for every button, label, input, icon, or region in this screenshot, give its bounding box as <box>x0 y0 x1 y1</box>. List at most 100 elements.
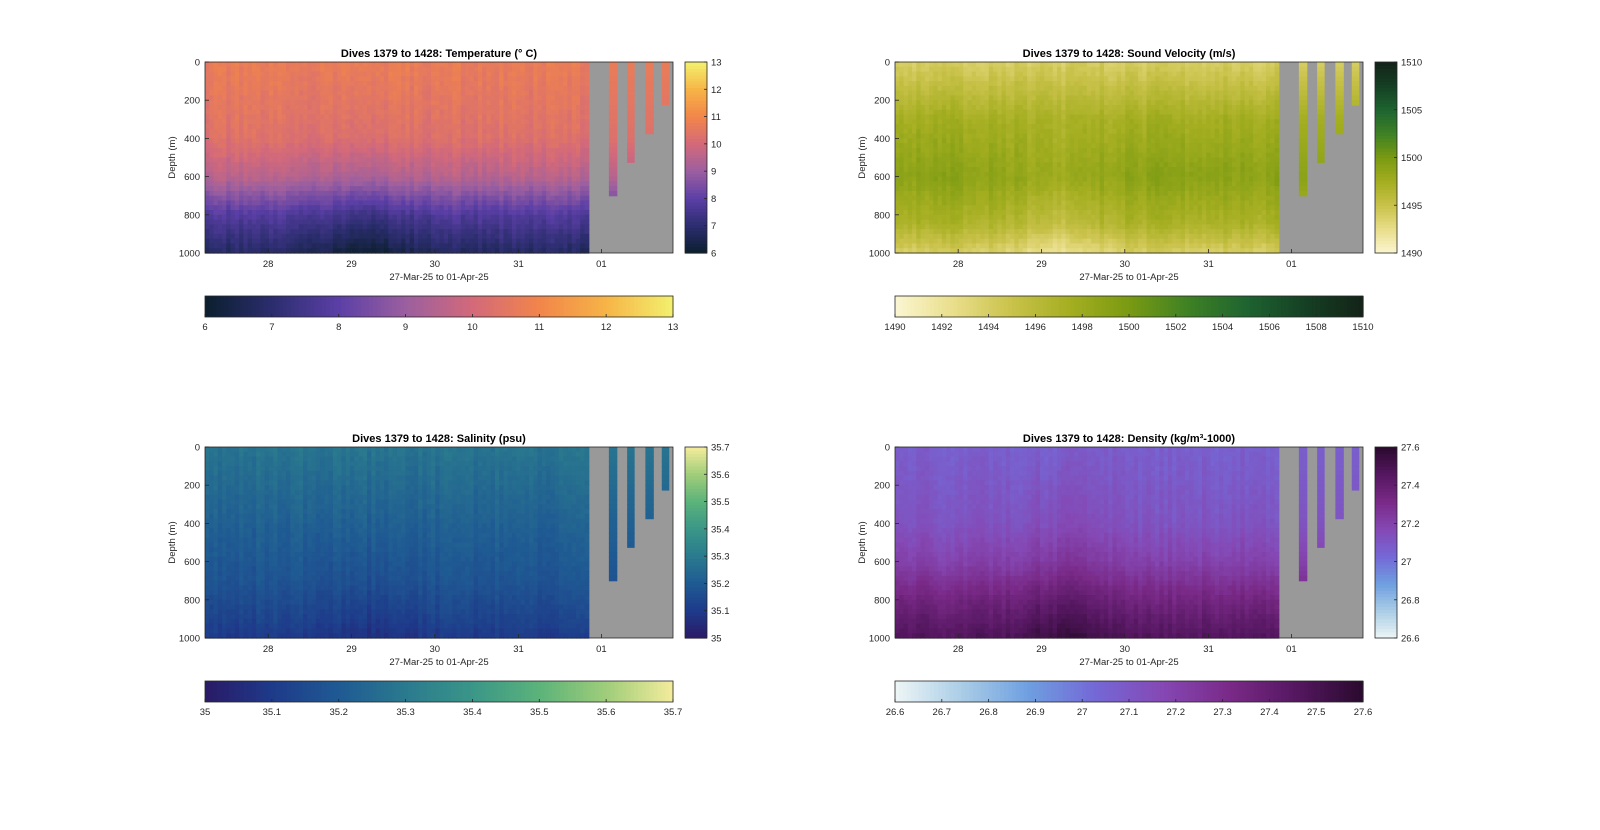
heatmap-cell <box>430 90 436 97</box>
heatmap-cell <box>984 138 990 144</box>
heatmap-cell <box>456 167 462 173</box>
heatmap-cell <box>899 238 905 245</box>
heatmap-cell <box>584 176 590 182</box>
heatmap-cell <box>997 167 1003 173</box>
heatmap-cell <box>294 200 300 206</box>
heatmap-cell <box>456 76 462 82</box>
heatmap-cell <box>405 224 411 230</box>
dive-profile-cell <box>627 81 635 87</box>
heatmap-cell <box>401 167 406 173</box>
heatmap-cell <box>460 214 466 221</box>
heatmap-cell <box>933 90 939 97</box>
heatmap-cell <box>217 81 223 87</box>
heatmap-cell <box>550 95 556 101</box>
heatmap-cell <box>209 143 215 149</box>
heatmap-cell <box>903 109 909 116</box>
heatmap-cell <box>512 90 517 97</box>
heatmap-cell <box>379 100 385 106</box>
heatmap-cell <box>213 157 219 163</box>
heatmap-cell <box>354 162 360 168</box>
heatmap-cell <box>213 114 219 120</box>
heatmap-cell <box>260 66 266 73</box>
heatmap-cell <box>337 214 343 221</box>
heatmap-cell <box>260 90 266 97</box>
heatmap-cell <box>290 210 296 216</box>
heatmap-cell <box>260 109 266 116</box>
heatmap-cell <box>516 157 522 163</box>
heatmap-cell <box>315 181 321 187</box>
heatmap-cell <box>494 186 500 192</box>
heatmap-cell <box>358 181 364 187</box>
heatmap-cell <box>452 133 458 140</box>
heatmap-cell <box>264 62 270 68</box>
heatmap-cell <box>490 176 496 182</box>
heatmap-cell <box>418 104 424 111</box>
heatmap-cell <box>337 138 343 144</box>
heatmap-cell <box>537 76 543 82</box>
heatmap-cell <box>567 90 573 97</box>
heatmap-cell <box>341 133 347 140</box>
heatmap-cell <box>277 233 283 240</box>
heatmap-cell <box>1001 71 1007 77</box>
heatmap-cell <box>418 109 424 116</box>
heatmap-cell <box>405 238 411 245</box>
heatmap-cell <box>550 243 556 249</box>
heatmap-cell <box>205 152 210 159</box>
heatmap-cell <box>946 186 952 192</box>
heatmap-cell <box>273 162 279 168</box>
heatmap-cell <box>920 119 926 125</box>
heatmap-cell <box>448 200 453 206</box>
colorbar-segment <box>423 296 428 317</box>
heatmap-cell <box>976 176 981 182</box>
heatmap-cell <box>924 190 930 197</box>
heatmap-cell <box>349 76 355 82</box>
heatmap-cell <box>345 176 351 182</box>
heatmap-cell <box>371 238 377 245</box>
heatmap-cell <box>264 71 270 77</box>
heatmap-cell <box>332 248 338 254</box>
heatmap-cell <box>477 114 483 120</box>
heatmap-cell <box>234 176 240 182</box>
heatmap-cell <box>226 233 232 240</box>
heatmap-cell <box>435 238 441 245</box>
heatmap-cell <box>490 124 496 130</box>
heatmap-cell <box>362 81 368 87</box>
heatmap-cell <box>895 119 900 125</box>
heatmap-cell <box>903 90 909 97</box>
heatmap-cell <box>967 200 973 206</box>
heatmap-cell <box>384 119 389 125</box>
heatmap-cell <box>452 109 458 116</box>
heatmap-cell <box>563 238 569 245</box>
heatmap-cell <box>1001 200 1007 206</box>
heatmap-cell <box>997 205 1003 211</box>
heatmap-cell <box>430 167 436 173</box>
heatmap-cell <box>426 190 432 197</box>
heatmap-cell <box>580 62 586 68</box>
heatmap-cell <box>937 219 943 225</box>
heatmap-cell <box>920 162 926 168</box>
heatmap-cell <box>524 205 530 211</box>
heatmap-cell <box>311 214 317 221</box>
colorbar-segment <box>685 135 707 139</box>
heatmap-cell <box>205 114 210 120</box>
heatmap-cell <box>443 224 449 230</box>
heatmap-cell <box>950 90 956 97</box>
heatmap-cell <box>430 190 436 197</box>
heatmap-cell <box>958 167 964 173</box>
heatmap-cell <box>980 85 986 92</box>
heatmap-cell <box>409 195 415 202</box>
heatmap-cell <box>558 85 564 92</box>
heatmap-cell <box>477 104 483 111</box>
dive-profile-cell <box>608 181 618 187</box>
heatmap-cell <box>448 224 453 230</box>
heatmap-cell <box>954 76 960 82</box>
heatmap-cell <box>937 62 943 68</box>
heatmap-cell <box>392 100 398 106</box>
heatmap-cell <box>503 157 509 163</box>
heatmap-cell <box>907 133 913 140</box>
heatmap-cell <box>499 224 505 230</box>
heatmap-cell <box>435 66 441 73</box>
heatmap-cell <box>413 243 419 249</box>
heatmap-cell <box>958 90 964 97</box>
heatmap-cell <box>465 176 470 182</box>
